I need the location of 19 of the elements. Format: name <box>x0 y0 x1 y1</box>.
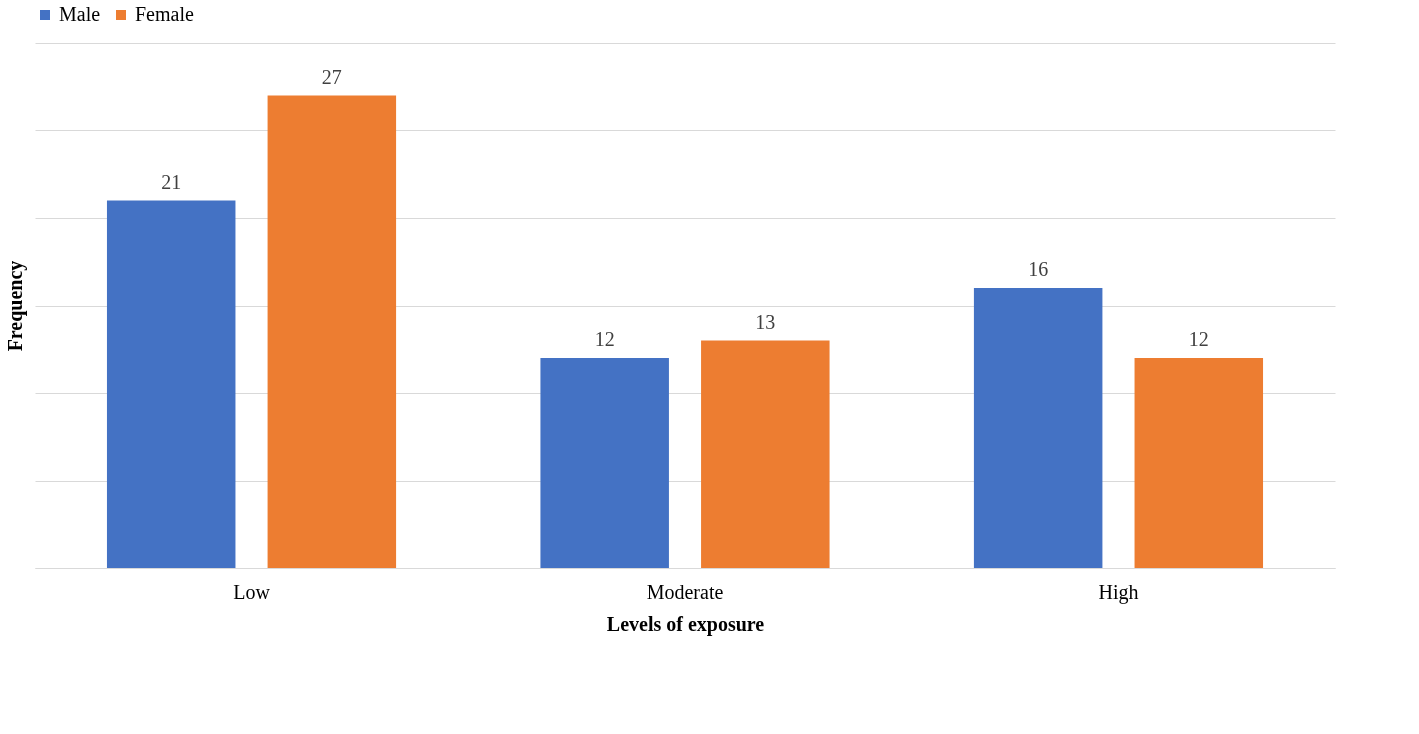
data-label: 13 <box>755 310 776 333</box>
bar <box>267 95 397 568</box>
bar <box>973 288 1103 568</box>
bar <box>1134 358 1264 568</box>
data-label: 16 <box>1028 258 1049 280</box>
bar <box>106 200 236 568</box>
data-label: 21 <box>161 170 182 193</box>
legend-label: Male <box>59 3 101 25</box>
data-label: 27 <box>321 65 342 88</box>
bar <box>540 358 669 568</box>
y-axis-title: Frequency <box>3 260 27 352</box>
legend-label: Female <box>135 3 194 25</box>
x-tick-label: High <box>1098 580 1139 604</box>
data-label: 12 <box>1188 328 1209 350</box>
data-label: 12 <box>594 328 615 350</box>
x-axis-title: Levels of exposure <box>606 612 765 636</box>
x-tick-label: Moderate <box>646 580 724 603</box>
x-tick-label: Low <box>233 580 271 603</box>
bar <box>701 340 830 568</box>
